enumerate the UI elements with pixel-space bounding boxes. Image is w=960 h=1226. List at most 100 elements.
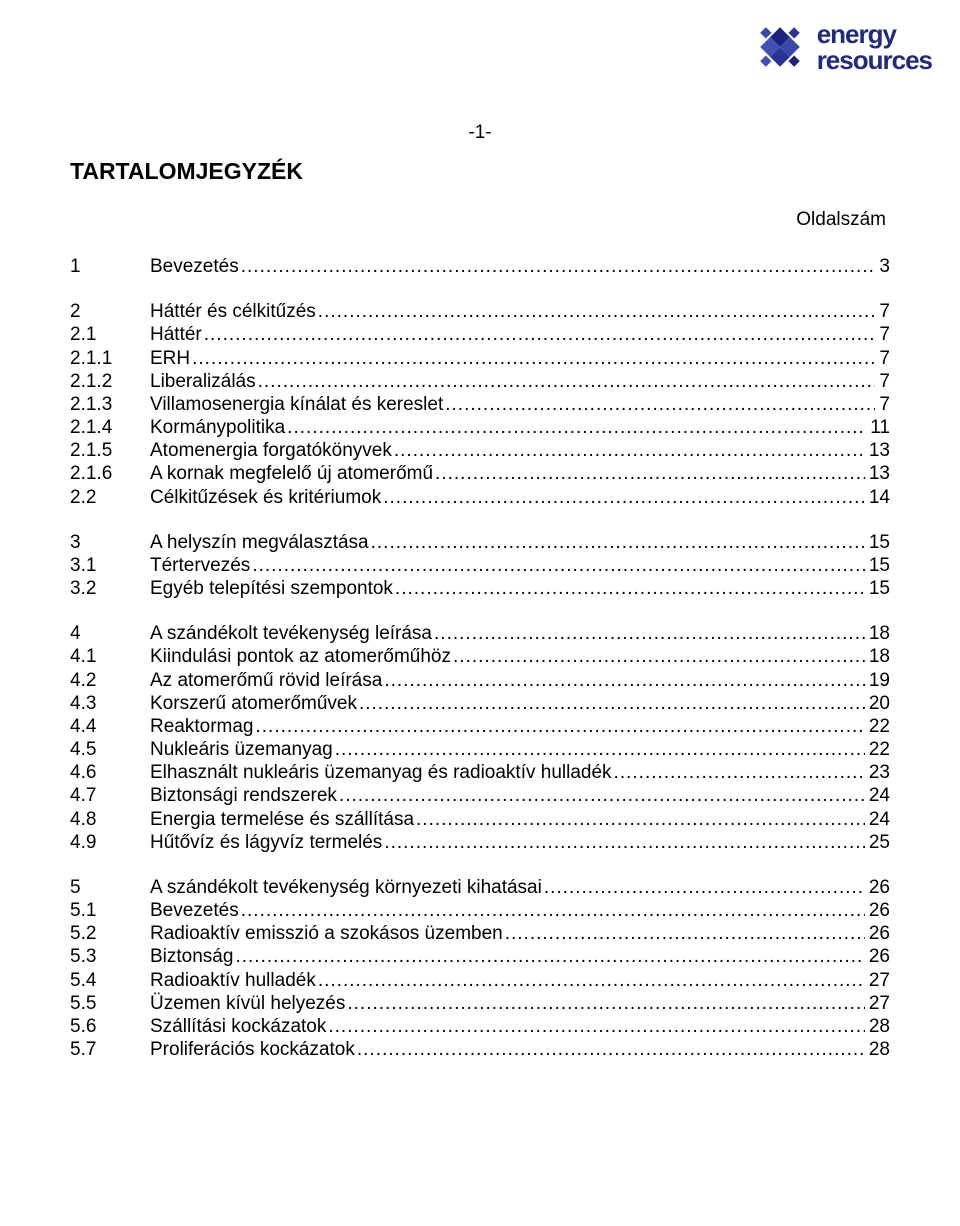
toc-page-number: 15	[867, 531, 890, 554]
toc-leader-dots	[384, 831, 865, 854]
toc-entry: 5.4Radioaktív hulladék27	[70, 969, 890, 992]
toc-number: 5.5	[70, 992, 150, 1015]
toc-number: 2.1.5	[70, 439, 150, 462]
toc-leader-dots	[241, 255, 876, 278]
toc-leader-dots	[287, 416, 866, 439]
toc-page-number: 13	[867, 439, 890, 462]
toc-page-number: 27	[867, 969, 890, 992]
toc-leader-dots	[241, 899, 865, 922]
toc-leader-dots	[416, 808, 865, 831]
toc-entry: 4.3Korszerű atomerőművek20	[70, 692, 890, 715]
toc-number: 5.3	[70, 945, 150, 968]
toc-page-number: 26	[867, 922, 890, 945]
toc-leader-dots	[505, 922, 865, 945]
toc-label: Korszerű atomerőművek	[150, 692, 357, 715]
toc-leader-dots	[335, 738, 865, 761]
toc-label: Az atomerőmű rövid leírása	[150, 669, 382, 692]
toc-page-number: 22	[867, 715, 890, 738]
toc-page-number: 23	[867, 761, 890, 784]
toc-label: Háttér	[150, 323, 202, 346]
toc-leader-dots	[394, 439, 865, 462]
toc-entry: 2.1.6A kornak megfelelő új atomerőmű13	[70, 462, 890, 485]
toc-page-number: 26	[867, 899, 890, 922]
toc-label: Reaktormag	[150, 715, 254, 738]
toc-page-number: 26	[867, 945, 890, 968]
toc-page-number: 24	[867, 784, 890, 807]
toc-label: Energia termelése és szállítása	[150, 808, 414, 831]
toc-number: 4.9	[70, 831, 150, 854]
document-title: TARTALOMJEGYZÉK	[70, 158, 890, 185]
logo: energy resources	[749, 16, 932, 78]
toc-number: 4.7	[70, 784, 150, 807]
toc-leader-dots	[318, 969, 865, 992]
content: TARTALOMJEGYZÉK Oldalszám 1Bevezetés32Há…	[70, 158, 890, 1083]
toc-entry: 2.1.1ERH7	[70, 347, 890, 370]
toc-group: 5A szándékolt tevékenység környezeti kih…	[70, 876, 890, 1061]
toc-number: 4.1	[70, 645, 150, 668]
toc-number: 5.4	[70, 969, 150, 992]
toc-leader-dots	[395, 577, 865, 600]
toc-number: 2.1.1	[70, 347, 150, 370]
toc-number: 4.5	[70, 738, 150, 761]
toc-entry: 5.1Bevezetés26	[70, 899, 890, 922]
toc-leader-dots	[434, 622, 865, 645]
toc-label: A szándékolt tevékenység leírása	[150, 622, 432, 645]
toc-entry: 5.3Biztonság26	[70, 945, 890, 968]
toc-group: 1Bevezetés3	[70, 255, 890, 278]
toc-number: 5.7	[70, 1038, 150, 1061]
toc-page-number: 24	[867, 808, 890, 831]
toc-number: 4.8	[70, 808, 150, 831]
toc-page-number: 22	[867, 738, 890, 761]
toc-label: Szállítási kockázatok	[150, 1015, 326, 1038]
toc-page-number: 19	[867, 669, 890, 692]
toc-label: Biztonsági rendszerek	[150, 784, 337, 807]
toc-label: Tértervezés	[150, 554, 250, 577]
toc-entry: 3A helyszín megválasztása15	[70, 531, 890, 554]
toc-label: Üzemen kívül helyezés	[150, 992, 345, 1015]
toc-page-number: 7	[877, 370, 890, 393]
toc-entry: 2Háttér és célkitűzés7	[70, 300, 890, 323]
toc-number: 2.2	[70, 486, 150, 509]
toc-group: 2Háttér és célkitűzés72.1Háttér72.1.1ERH…	[70, 300, 890, 509]
toc-number: 5.6	[70, 1015, 150, 1038]
toc-number: 2.1	[70, 323, 150, 346]
toc-label: Kiindulási pontok az atomerőműhöz	[150, 645, 451, 668]
toc-page-number: 15	[867, 577, 890, 600]
toc-label: Liberalizálás	[150, 370, 256, 393]
toc-page-number: 28	[867, 1015, 890, 1038]
toc-number: 2	[70, 300, 150, 323]
toc-page-number: 18	[867, 622, 890, 645]
toc-entry: 4.8Energia termelése és szállítása 24	[70, 808, 890, 831]
toc-leader-dots	[252, 554, 865, 577]
toc-leader-dots	[256, 715, 865, 738]
toc-page-number: 7	[877, 393, 890, 416]
logo-line1: energy	[817, 21, 932, 47]
toc-label: Radioaktív emisszió a szokásos üzemben	[150, 922, 503, 945]
toc-entry: 2.1.2Liberalizálás7	[70, 370, 890, 393]
toc-leader-dots	[357, 1038, 865, 1061]
toc-leader-dots	[614, 761, 865, 784]
toc-group: 4A szándékolt tevékenység leírása184.1Ki…	[70, 622, 890, 854]
toc-number: 2.1.4	[70, 416, 150, 439]
toc-page-number: 7	[877, 323, 890, 346]
toc-leader-dots	[453, 645, 865, 668]
toc-number: 5.2	[70, 922, 150, 945]
toc-entry: 2.1.3Villamosenergia kínálat és kereslet…	[70, 393, 890, 416]
toc-number: 2.1.6	[70, 462, 150, 485]
toc-leader-dots	[258, 370, 876, 393]
toc-page-number: 20	[867, 692, 890, 715]
toc-label: ERH	[150, 347, 190, 370]
toc-entry: 4.2Az atomerőmű rövid leírása19	[70, 669, 890, 692]
toc-page-number: 28	[867, 1038, 890, 1061]
toc-entry: 2.1.4Kormánypolitika11	[70, 416, 890, 439]
toc-label: Célkitűzések és kritériumok	[150, 486, 381, 509]
toc-number: 4.6	[70, 761, 150, 784]
toc-label: Villamosenergia kínálat és kereslet	[150, 393, 443, 416]
toc-leader-dots	[544, 876, 865, 899]
toc-leader-dots	[435, 462, 865, 485]
toc-leader-dots	[384, 669, 865, 692]
toc-leader-dots	[235, 945, 864, 968]
toc-entry: 2.1.5Atomenergia forgatókönyvek13	[70, 439, 890, 462]
toc-number: 3.2	[70, 577, 150, 600]
toc-page-number: 11	[868, 416, 890, 439]
